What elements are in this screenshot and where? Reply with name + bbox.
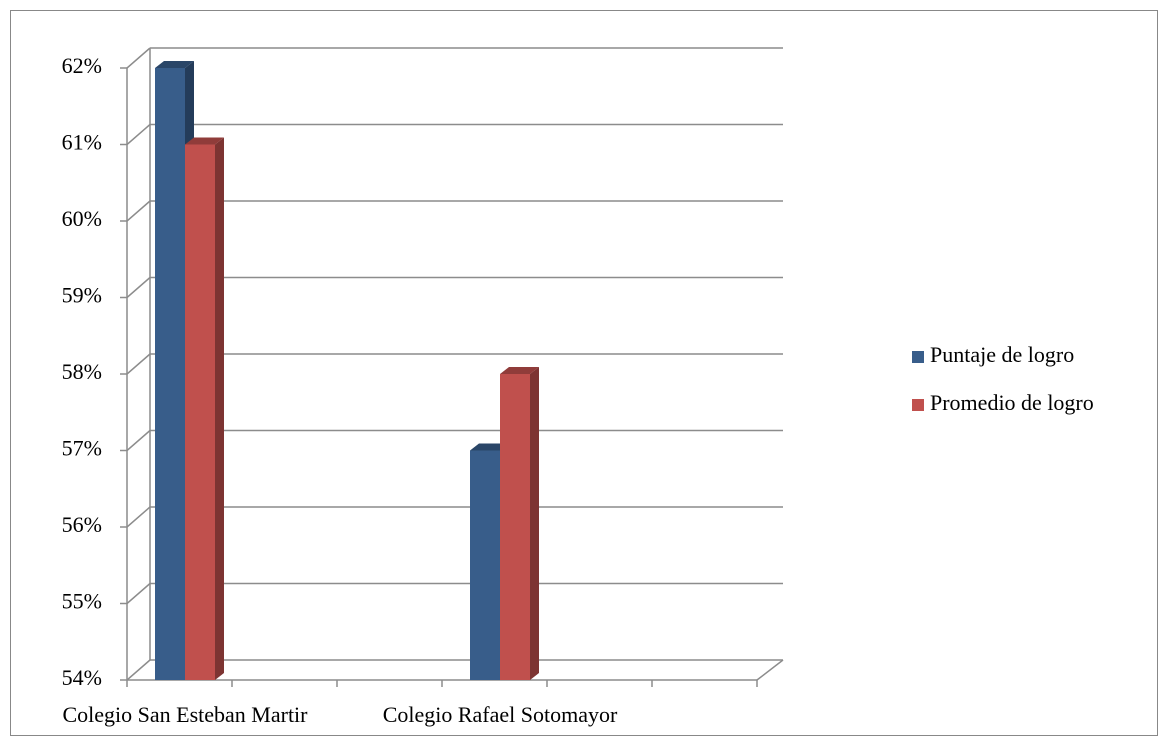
- bar: [155, 68, 185, 680]
- bar: [470, 450, 500, 680]
- bar-top: [185, 137, 224, 145]
- legend-swatch: [912, 399, 924, 411]
- side-grid-line: [126, 659, 151, 681]
- x-tick-label: Colegio Rafael Sotomayor: [383, 702, 618, 727]
- side-grid-line: [126, 200, 151, 222]
- bar-side: [530, 367, 539, 680]
- side-grid-line: [126, 123, 151, 146]
- y-tick-label: 58%: [62, 359, 102, 384]
- y-tick-label: 60%: [62, 206, 102, 231]
- legend-swatch: [912, 351, 924, 363]
- y-tick-label: 56%: [62, 512, 102, 537]
- side-grid-line: [126, 506, 151, 528]
- side-grid-line: [126, 353, 151, 375]
- y-tick-label: 62%: [62, 53, 102, 78]
- floor-edge: [756, 659, 784, 681]
- side-grid-line: [126, 47, 151, 69]
- bar-top: [470, 443, 509, 451]
- bar-top: [500, 367, 539, 374]
- bar: [500, 374, 530, 680]
- y-tick-label: 55%: [62, 589, 102, 614]
- bar-top: [155, 61, 194, 68]
- y-tick-label: 59%: [62, 283, 102, 308]
- y-tick-label: 61%: [62, 130, 102, 155]
- side-grid-line: [126, 429, 151, 452]
- x-tick-label: Colegio San Esteban Martir: [62, 702, 308, 727]
- side-grid-line: [126, 276, 151, 299]
- y-tick-label: 54%: [62, 665, 102, 690]
- side-grid-line: [126, 582, 151, 605]
- bar: [185, 144, 215, 680]
- legend-label: Promedio de logro: [930, 390, 1094, 415]
- legend-label: Puntaje de logro: [930, 342, 1074, 367]
- y-tick-label: 57%: [62, 436, 102, 461]
- bar-side: [215, 137, 224, 680]
